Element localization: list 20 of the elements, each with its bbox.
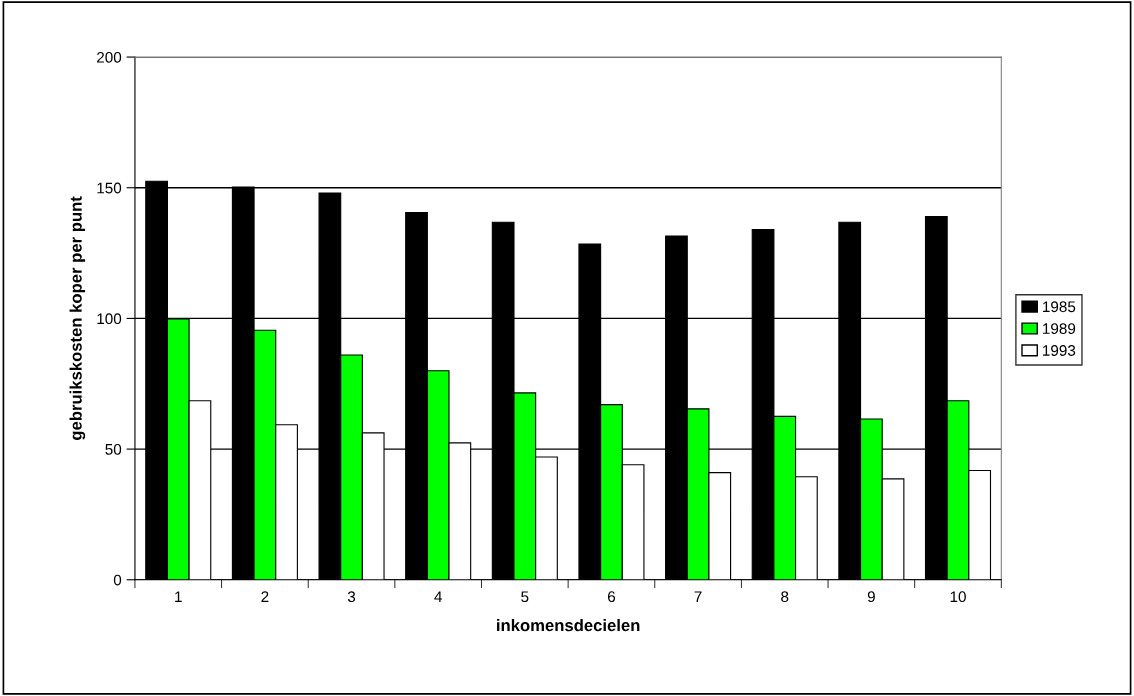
x-tick-label: 3	[347, 591, 356, 603]
x-tick-label: 9	[867, 591, 875, 603]
x-tick-label: 1	[175, 591, 182, 602]
x-tick-label: 2	[261, 591, 269, 602]
x-tick-label: 4	[434, 591, 442, 602]
y-tick-label: 150	[97, 182, 122, 194]
y-tick-label: 50	[105, 443, 122, 455]
y-tick-label: 0	[113, 574, 122, 586]
legend-label: 1993	[1043, 345, 1076, 356]
x-tick-label: 5	[521, 591, 529, 603]
y-tick-label: 100	[97, 313, 122, 325]
x-tick-label: 6	[607, 591, 616, 603]
legend-label: 1985	[1043, 301, 1076, 313]
x-tick-label: 7	[694, 591, 702, 602]
y-axis-title: gebruikskosten koper per punt	[69, 196, 86, 440]
legend-label: 1989	[1043, 323, 1076, 335]
x-tick-label: 10	[950, 591, 966, 603]
x-axis-title: inkomensdecielen	[497, 619, 640, 632]
y-tick-label: 200	[97, 51, 122, 63]
x-tick-label: 8	[781, 591, 789, 603]
